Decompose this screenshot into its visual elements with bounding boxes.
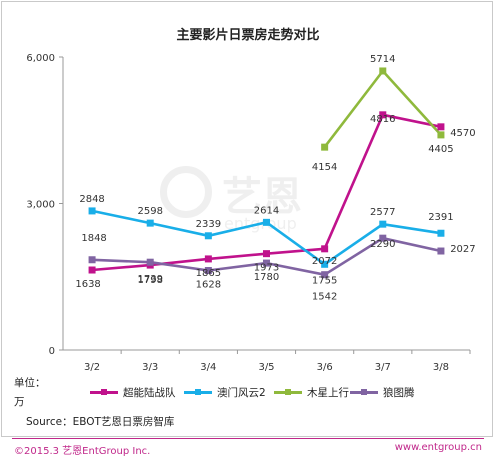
data-point	[146, 219, 154, 227]
data-label: 5714	[370, 54, 395, 65]
legend-swatch	[274, 388, 302, 395]
copyright-text: ©2015.3 艺恩EntGroup Inc.	[14, 446, 151, 457]
data-point	[437, 247, 445, 255]
footer-divider	[12, 438, 484, 439]
data-point	[88, 256, 96, 264]
series-line	[323, 69, 442, 148]
legend-label: 澳门风云2	[217, 387, 266, 399]
legend-label: 木星上行	[307, 387, 349, 399]
data-point	[379, 111, 387, 119]
data-label: 1638	[75, 279, 100, 290]
data-point	[88, 266, 96, 274]
data-point	[204, 266, 212, 274]
legend-marker-icon	[195, 388, 201, 395]
data-label: 1973	[254, 263, 279, 274]
data-label: 1739	[137, 274, 162, 285]
data-point	[263, 259, 270, 267]
data-label: 4154	[312, 162, 337, 173]
data-point	[263, 218, 270, 226]
data-label: 2391	[428, 212, 453, 223]
y-tick-label: 3,000	[26, 200, 55, 211]
x-tick-label: 3/6	[317, 362, 333, 373]
data-point	[379, 234, 387, 242]
data-label: 1755	[312, 275, 337, 286]
watermark-circle-icon	[160, 166, 212, 218]
unit-label-line1: 单位：	[14, 377, 46, 389]
x-tick-label: 3/8	[433, 362, 449, 373]
data-point	[321, 260, 329, 268]
legend-label: 狼图腾	[383, 387, 415, 399]
data-label: 1798	[137, 275, 162, 286]
data-label: 4816	[370, 114, 395, 125]
legend-marker-icon	[101, 388, 107, 395]
x-tick-label: 3/4	[200, 362, 216, 373]
data-label: 2072	[312, 256, 337, 267]
data-point	[437, 229, 445, 237]
data-point	[88, 207, 96, 215]
data-label: 1865	[196, 268, 221, 279]
data-label: 4570	[450, 128, 475, 139]
chart-frame	[1, 1, 493, 437]
data-point	[379, 220, 387, 228]
data-label: 1628	[196, 279, 221, 290]
data-label: 2848	[79, 194, 104, 205]
legend-label: 超能陆战队	[123, 387, 176, 399]
legend-swatch	[184, 388, 212, 395]
data-label: 4405	[428, 144, 453, 155]
legend-marker-icon	[361, 388, 367, 395]
data-point	[204, 255, 212, 263]
legend-marker-icon	[285, 388, 291, 395]
data-point	[204, 232, 212, 240]
data-label: 2577	[370, 207, 395, 218]
source-note: Source：EBOT艺恩日票房智库	[26, 416, 175, 428]
y-tick-label: 6,000	[26, 53, 55, 64]
unit-label-line2: 万	[14, 396, 25, 408]
watermark-text: 艺恩	[222, 174, 302, 220]
data-point	[437, 123, 445, 131]
chart-title: 主要影片日票房走势对比	[176, 28, 320, 43]
data-label: 1848	[81, 233, 106, 244]
x-tick-label: 3/3	[142, 362, 158, 373]
data-point	[379, 67, 387, 75]
x-tick-label: 3/2	[84, 362, 100, 373]
data-point	[146, 258, 154, 266]
data-label: 2290	[370, 239, 395, 250]
data-label: 2598	[137, 206, 162, 217]
unit-label: 单位： 万	[14, 374, 46, 412]
data-label: 2339	[196, 219, 221, 230]
data-point	[263, 250, 270, 258]
x-tick-label: 3/5	[258, 362, 274, 373]
data-point	[321, 143, 329, 151]
website-link[interactable]: www.entgroup.cn	[394, 442, 482, 453]
data-point	[321, 271, 329, 279]
data-label: 1780	[254, 272, 279, 283]
data-point	[321, 245, 329, 253]
legend-swatch	[90, 388, 118, 395]
data-label: 2027	[450, 244, 475, 255]
legend-swatch	[350, 388, 378, 395]
data-label: 2614	[254, 205, 279, 216]
y-tick-label: 0	[49, 346, 55, 357]
x-tick-label: 3/7	[375, 362, 391, 373]
data-label: 1542	[312, 292, 337, 303]
data-point	[437, 131, 445, 139]
